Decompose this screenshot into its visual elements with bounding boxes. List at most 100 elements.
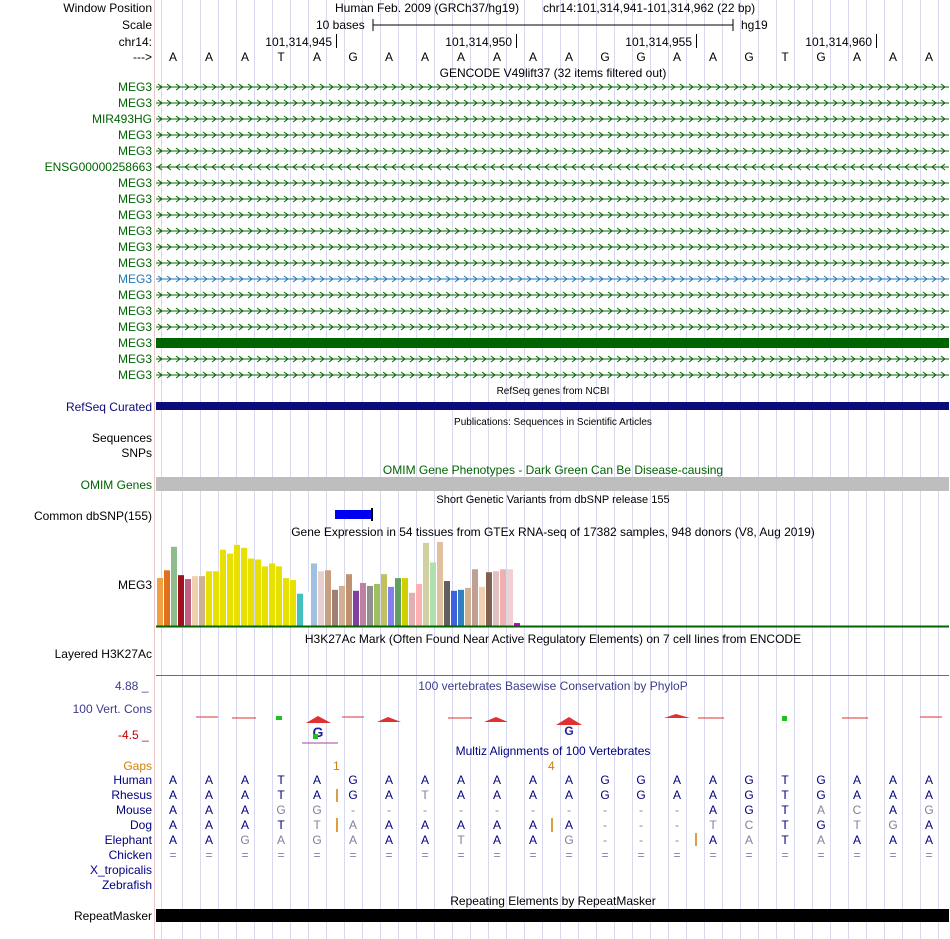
gtex-tissue-bar[interactable] (444, 581, 450, 626)
gtex-tissue-bar[interactable] (185, 579, 191, 626)
gtex-tissue-bar[interactable] (171, 546, 177, 626)
repeatmasker-title[interactable]: Repeating Elements by RepeatMasker (450, 894, 656, 908)
refseq-label[interactable]: RefSeq Curated (65, 400, 152, 414)
gencode-row-label[interactable]: MEG3 (117, 288, 152, 302)
gencode-row-label[interactable]: MEG3 (117, 96, 152, 110)
gaps-label[interactable]: Gaps (123, 759, 152, 773)
gencode-intron-line[interactable] (156, 274, 949, 283)
gtex-tissue-bar[interactable] (234, 544, 240, 626)
species-label[interactable]: Elephant (104, 833, 152, 847)
gencode-row-label[interactable]: MEG3 (117, 368, 152, 382)
gtex-tissue-bar[interactable] (500, 569, 506, 626)
gtex-tissue-bar[interactable] (423, 542, 429, 626)
gtex-tissue-bar[interactable] (367, 585, 373, 626)
dbsnp-title[interactable]: Short Genetic Variants from dbSNP releas… (436, 494, 670, 506)
species-label[interactable]: Zebrafish (101, 878, 152, 892)
gencode-intron-line[interactable] (156, 98, 949, 107)
publications-sequences-label[interactable]: Sequences (91, 431, 152, 445)
gtex-tissue-bar[interactable] (178, 575, 184, 626)
gtex-tissue-bar[interactable] (395, 578, 401, 626)
gtex-tissue-bar[interactable] (472, 569, 478, 626)
gencode-row-label[interactable]: MEG3 (117, 272, 152, 286)
gencode-row-label[interactable]: MEG3 (117, 256, 152, 270)
species-label[interactable]: Chicken (108, 848, 152, 862)
gtex-title[interactable]: Gene Expression in 54 tissues from GTEx … (291, 525, 815, 539)
gtex-tissue-bar[interactable] (213, 571, 219, 626)
gtex-tissue-bar[interactable] (402, 578, 408, 626)
species-label[interactable]: Dog (129, 818, 152, 832)
gencode-intron-line[interactable] (156, 370, 949, 379)
gtex-tissue-bar[interactable] (283, 578, 289, 626)
repeatmasker-bar[interactable] (156, 909, 949, 922)
gencode-row-label[interactable]: MEG3 (117, 240, 152, 254)
dbsnp-variant[interactable] (335, 510, 372, 519)
gencode-intron-line[interactable] (156, 130, 949, 139)
h3k27ac-title[interactable]: H3K27Ac Mark (Often Found Near Active Re… (304, 632, 802, 646)
gencode-intron-line[interactable] (156, 178, 949, 187)
gencode-row-label[interactable]: MEG3 (117, 176, 152, 190)
gtex-tissue-bar[interactable] (269, 563, 275, 626)
gencode-intron-line[interactable] (156, 306, 949, 315)
gencode-row-label[interactable]: MEG3 (117, 80, 152, 94)
publications-title[interactable]: Publications: Sequences in Scientific Ar… (454, 417, 652, 428)
gencode-row-label[interactable]: ENSG00000258663 (44, 160, 152, 174)
gencode-intron-line[interactable] (156, 82, 949, 91)
publications-snps-label[interactable]: SNPs (121, 446, 152, 460)
gtex-tissue-bar[interactable] (325, 570, 331, 626)
gencode-row-label[interactable]: MIR493HG (91, 112, 152, 126)
species-label[interactable]: Mouse (115, 803, 152, 817)
gencode-row-label[interactable]: MEG3 (117, 224, 152, 238)
gencode-intron-line[interactable] (156, 162, 949, 171)
gencode-row-label[interactable]: MEG3 (117, 208, 152, 222)
multiz-title[interactable]: Multiz Alignments of 100 Vertebrates (455, 744, 651, 758)
gtex-tissue-bar[interactable] (479, 586, 485, 626)
gtex-tissue-bar[interactable] (206, 571, 212, 626)
gtex-tissue-bar[interactable] (514, 623, 520, 626)
gencode-row-label[interactable]: MEG3 (117, 144, 152, 158)
gap-mark-2[interactable]: 4 (548, 759, 555, 773)
gtex-tissue-bar[interactable] (388, 586, 394, 626)
omim-title[interactable]: OMIM Gene Phenotypes - Dark Green Can Be… (382, 463, 724, 477)
gtex-tissue-bar[interactable] (318, 571, 324, 626)
gtex-tissue-bar[interactable] (507, 569, 513, 626)
gtex-tissue-bar[interactable] (262, 566, 268, 626)
gencode-row-label[interactable]: MEG3 (117, 320, 152, 334)
gtex-tissue-bar[interactable] (220, 549, 226, 626)
gencode-row-label[interactable]: MEG3 (117, 192, 152, 206)
gtex-tissue-bar[interactable] (381, 574, 387, 626)
gencode-intron-line[interactable] (156, 226, 949, 235)
gtex-tissue-bar[interactable] (374, 583, 380, 626)
gtex-label[interactable]: MEG3 (117, 578, 152, 592)
gencode-intron-line[interactable] (156, 210, 949, 219)
gtex-tissue-bar[interactable] (346, 574, 352, 626)
gencode-intron-line[interactable] (156, 114, 949, 123)
gencode-intron-line[interactable] (156, 354, 949, 363)
repeatmasker-label[interactable]: RepeatMasker (73, 909, 152, 923)
gencode-intron-line[interactable] (156, 194, 949, 203)
gtex-tissue-bar[interactable] (157, 578, 163, 626)
gtex-tissue-bar[interactable] (451, 590, 457, 626)
omim-gene-bar[interactable] (156, 477, 949, 491)
species-label[interactable]: Rhesus (111, 788, 152, 802)
gencode-exon-block[interactable] (156, 338, 949, 348)
track-area[interactable] (155, 0, 950, 939)
gtex-tissue-bar[interactable] (311, 563, 317, 626)
cons-label[interactable]: 100 Vert. Cons (72, 702, 152, 716)
gencode-title[interactable]: GENCODE V49lift37 (32 items filtered out… (439, 66, 667, 80)
h3k27ac-label[interactable]: Layered H3K27Ac (54, 647, 152, 661)
gtex-tissue-bar[interactable] (255, 559, 261, 626)
omim-label[interactable]: OMIM Genes (80, 478, 152, 492)
gtex-tissue-bar[interactable] (192, 576, 198, 626)
gtex-tissue-bar[interactable] (290, 580, 296, 626)
gtex-tissue-bar[interactable] (332, 589, 338, 626)
gtex-tissue-bar[interactable] (458, 589, 464, 626)
gtex-tissue-bar[interactable] (297, 593, 303, 626)
gtex-tissue-bar[interactable] (227, 553, 233, 626)
gencode-intron-line[interactable] (156, 146, 949, 155)
gtex-tissue-bar[interactable] (199, 576, 205, 626)
gtex-tissue-bar[interactable] (339, 585, 345, 626)
gencode-intron-line[interactable] (156, 242, 949, 251)
gtex-tissue-bar[interactable] (465, 587, 471, 626)
gencode-row-label[interactable]: MEG3 (117, 128, 152, 142)
cons-logo-track[interactable]: G G (156, 705, 949, 745)
